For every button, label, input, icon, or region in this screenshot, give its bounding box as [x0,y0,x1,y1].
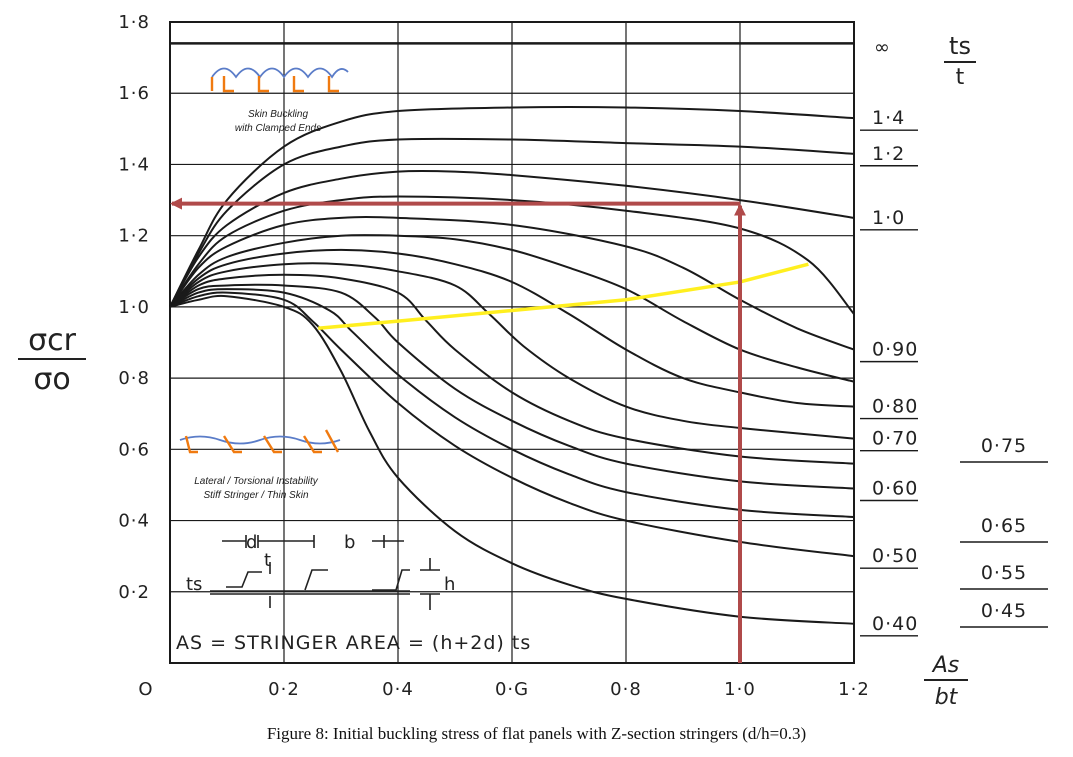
y-axis-label: σcr σo [18,323,86,397]
series-line-2 [169,137,855,308]
series-line-8 [169,262,855,440]
y-tick-label-8: 1·8 [118,12,150,33]
series-line-12 [169,291,855,558]
series-line-9 [169,273,855,465]
z-section-2 [304,569,328,591]
x-label-numerator: As [931,653,960,678]
y-tick-label-0: 0·2 [118,582,150,603]
series-label-12: 0·50 [872,545,918,567]
param-denominator: t [956,65,965,90]
curve-label-group: ∞ 1·4 1·2 1·0 0·90 0·80 0·70 0·60 0·50 0·40 0·75 0·… [860,36,1048,637]
y-tick-label-7: 1·6 [118,83,150,104]
x-tick-label-3: 0·G [495,679,529,700]
z-section-3 [372,569,410,591]
x-tick-label-5: 1·0 [724,679,756,700]
series-label-10: 0·60 [872,478,918,500]
outer-label-0: 0·75 [981,435,1027,457]
lateral-note-2: Stiff Stringer / Thin Skin [203,490,308,501]
outer-label-3: 0·45 [981,600,1027,622]
param-numerator: ts [949,32,971,60]
geom-b-label: b [344,532,355,553]
y-tick-label-6: 1·4 [118,154,150,175]
y-tick-labels: 0·2 0·4 0·6 0·8 1·0 1·2 1·4 1·6 1·8 [118,12,150,603]
x-axis-label: As bt [924,653,968,710]
series-line-3 [169,169,855,308]
y-tick-label-5: 1·2 [118,226,150,247]
skin-wave-bottom [179,435,341,445]
geom-d-label: d [246,532,257,553]
parameter-label: ts t [944,32,976,90]
series-label-7: 0·80 [872,396,918,418]
d-dimension [222,535,270,548]
y-tick-label-2: 0·6 [118,439,150,460]
h-dimension [420,558,440,610]
b-dimension [270,535,404,548]
skin-buckling-note-1: Skin Buckling [248,109,308,120]
geom-t-label: t [264,550,271,571]
series-label-1: 1·4 [872,107,905,129]
x-tick-labels: O 0·2 0·4 0·G 0·8 1·0 1·2 [138,679,870,700]
y-label-denominator: σo [33,362,70,397]
outer-label-1: 0·65 [981,515,1027,537]
series-line-7 [169,248,855,408]
series-label-5: 0·90 [872,339,918,361]
series-label-13: 0·40 [872,613,918,635]
x-label-denominator: bt [935,685,959,710]
stringer-area-formula: AS = STRINGER AREA = (h+2d) ts [176,632,531,654]
geom-h-label: h [444,574,455,595]
panel-skin-line [210,590,410,595]
figure-caption: Figure 8: Initial buckling stress of fla… [266,724,807,743]
x-tick-label-2: 0·4 [382,679,414,700]
series-label-8: 0·70 [872,428,918,450]
lateral-instability-schematic: Lateral / Torsional Instability Stiff St… [179,429,341,501]
y-tick-label-3: 0·8 [118,368,150,389]
stringer-profiles-top [210,76,339,93]
skin-buckling-note-2: with Clamped Ends [235,123,321,134]
x-tick-label-6: 1·2 [838,679,870,700]
x-tick-label-0: O [138,679,153,700]
x-tick-label-1: 0·2 [268,679,300,700]
geom-ts-label: ts [186,574,202,595]
y-label-numerator: σcr [28,323,77,358]
series-line-6 [169,234,855,383]
series-label-3: 1·0 [872,207,905,229]
series-line-1 [169,106,855,308]
stringer-geometry-sketch [210,535,440,610]
x-tick-label-4: 0·8 [610,679,642,700]
lateral-note-1: Lateral / Torsional Instability [194,476,319,487]
y-tick-label-4: 1·0 [118,297,150,318]
series-line-13 [169,294,855,625]
failure-mode-boundary [318,262,809,330]
outer-label-2: 0·55 [981,562,1027,584]
series-label-0: ∞ [874,36,891,58]
skin-buckling-schematic: Skin Buckling with Clamped Ends [210,67,349,134]
skin-wave [211,67,349,79]
series-label-2: 1·2 [872,143,905,165]
stringer-profiles-bottom [184,429,340,454]
series-line-11 [169,288,855,518]
y-tick-label-1: 0·4 [118,511,150,532]
z-section-1 [226,571,262,588]
series-line-4 [169,195,855,315]
series-line-10 [169,283,855,490]
